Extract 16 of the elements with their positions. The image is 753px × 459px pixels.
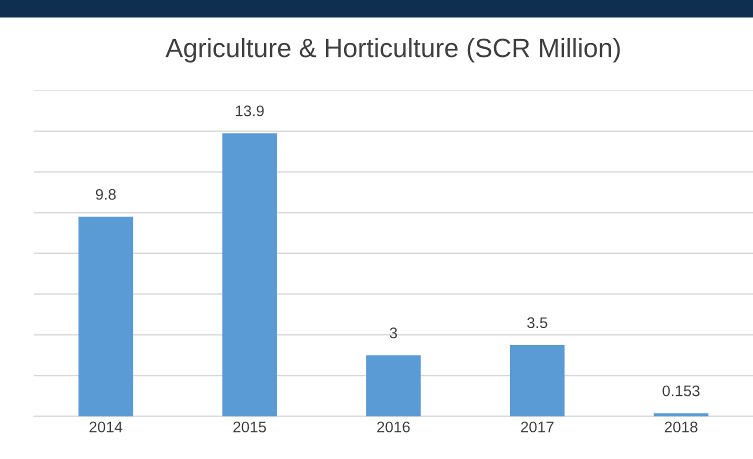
x-tick-label: 2014 <box>90 422 122 432</box>
bar <box>510 345 565 416</box>
data-label: 3 <box>390 327 398 338</box>
data-label: 3.5 <box>527 317 548 328</box>
data-label: 9.8 <box>96 188 116 200</box>
bar <box>78 216 134 416</box>
bar <box>222 133 277 416</box>
data-label: 13.9 <box>236 105 264 116</box>
data-label: 0.153 <box>662 385 700 396</box>
bar <box>366 355 421 416</box>
bar <box>654 413 708 416</box>
x-tick-label: 2015 <box>233 422 266 432</box>
x-tick-label: 2018 <box>664 422 698 432</box>
x-tick-label: 2016 <box>377 422 410 432</box>
chart-title: Agriculture & Horticulture (SCR Million) <box>165 38 620 63</box>
x-tick-label: 2017 <box>521 422 554 432</box>
